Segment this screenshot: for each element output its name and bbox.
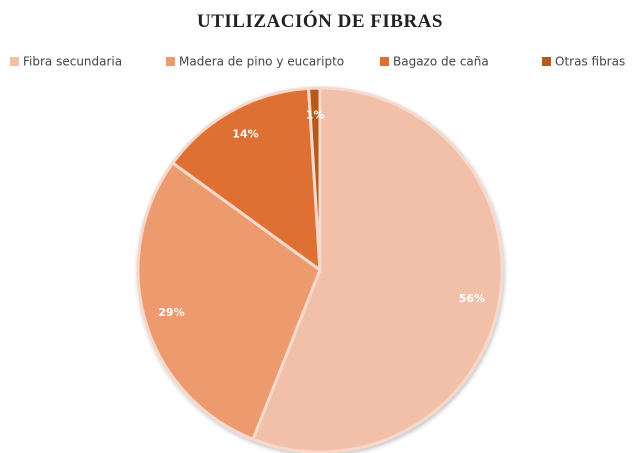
data-label: 29% — [158, 306, 184, 319]
data-label: 1% — [306, 108, 325, 121]
chart-title: UTILIZACIÓN DE FIBRAS — [197, 10, 443, 32]
legend-swatch — [10, 57, 19, 66]
legend-label: Otras fibras — [555, 55, 625, 69]
legend-label: Fibra secundaria — [23, 55, 122, 69]
legend-label: Madera de pino y eucaripto — [179, 55, 344, 69]
pie-slice — [136, 160, 322, 442]
pie-slice — [251, 86, 504, 453]
pie-slice — [170, 86, 322, 274]
pie — [136, 86, 504, 453]
legend-label: Bagazo de caña — [393, 55, 489, 69]
legend-swatch — [542, 57, 551, 66]
data-label: 56% — [459, 292, 485, 305]
legend-swatch — [380, 57, 389, 66]
legend-swatch — [166, 57, 175, 66]
pie-slice — [306, 86, 322, 271]
data-label: 14% — [232, 127, 258, 140]
